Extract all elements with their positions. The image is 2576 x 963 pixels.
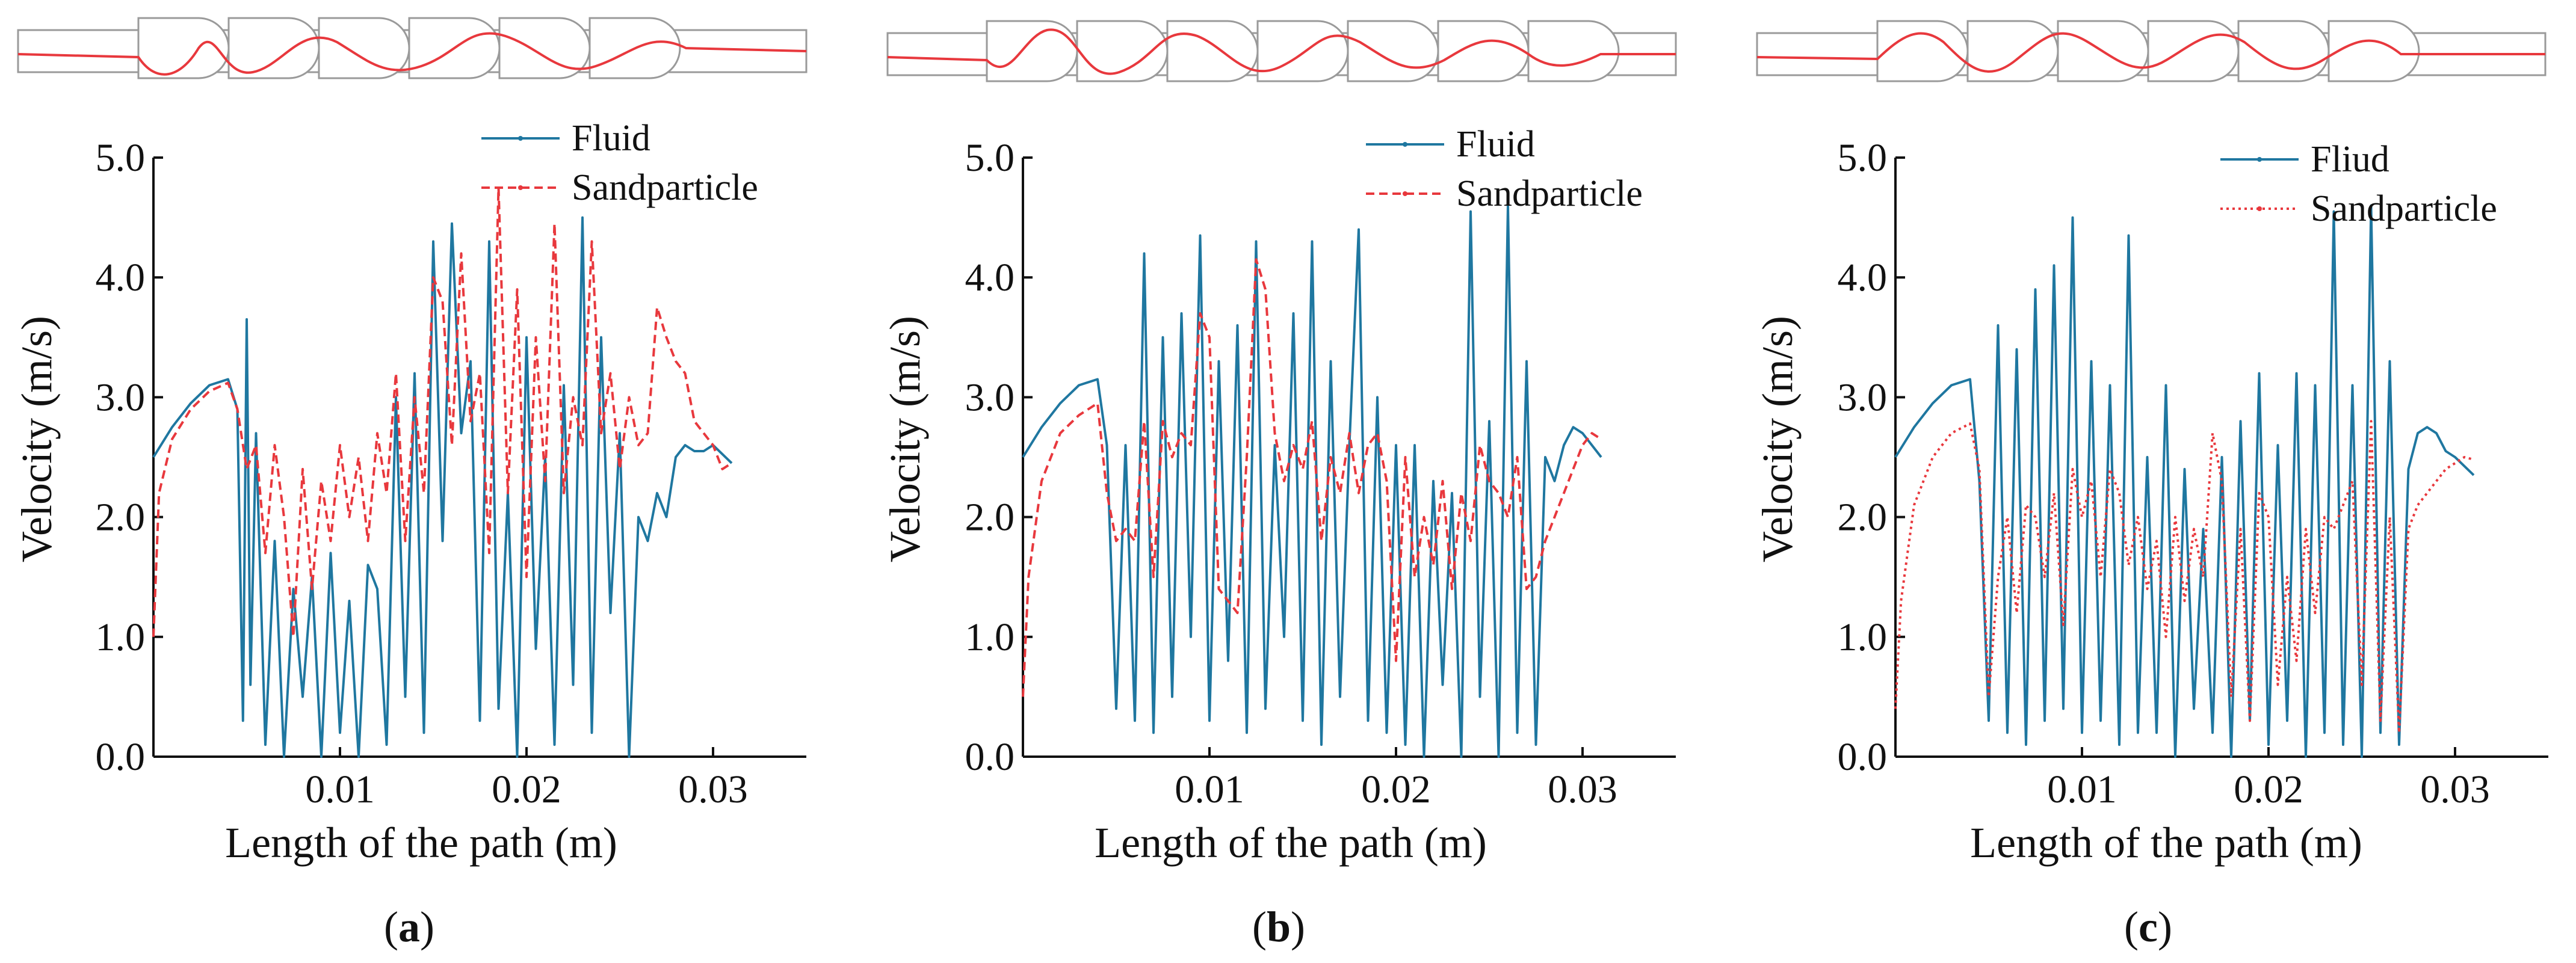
plot-lines: [1894, 204, 2475, 758]
legend-marker: [2257, 157, 2262, 162]
baffle-row: [1876, 20, 2420, 82]
x-ticks: 0.01 0.02 0.03: [305, 747, 748, 811]
x-axis-title: Length of the path (m): [1970, 819, 2362, 867]
series-sandparticle-line: [1894, 420, 2474, 734]
legend: Fliud Sandparticle: [2220, 139, 2497, 229]
y-tick-label: 4.0: [965, 256, 1015, 300]
legend-label: Fluid: [572, 118, 650, 159]
x-ticks: 0.01 0.02 0.03: [2047, 747, 2490, 811]
y-axis-title: Velocity (m/s): [881, 316, 929, 562]
baffle: [1527, 20, 1620, 82]
legend-marker: [2257, 206, 2262, 211]
legend-marker: [1403, 142, 1407, 147]
baffle: [2237, 20, 2330, 82]
baffle-row: [986, 20, 1620, 82]
baffle: [1437, 20, 1530, 82]
legend-label: Sandparticle: [2311, 188, 2497, 229]
x-axis-title: Length of the path (m): [1095, 819, 1487, 867]
series-sandparticle-line: [1022, 258, 1602, 697]
baffle: [227, 17, 320, 79]
x-axis-title: Length of the path (m): [225, 819, 617, 867]
x-tick-label: 0.01: [1175, 768, 1244, 811]
particle-trajectory: [887, 28, 1676, 75]
y-tick-label: 2.0: [965, 496, 1015, 540]
channel-schematic: [17, 17, 808, 79]
y-tick-label: 0.0: [1838, 735, 1888, 779]
x-tick-label: 0.03: [1548, 768, 1617, 811]
y-axis-title: Velocity (m/s): [13, 316, 61, 562]
panel-b: 0.01 0.02 0.03 0.0 1.0 2.0 3.0 4.0 5.0 Fluid San…: [881, 20, 1677, 951]
y-tick-label: 0.0: [96, 735, 146, 779]
y-axis-title: Velocity (m/s): [1753, 316, 1802, 562]
x-tick-label: 0.01: [305, 768, 375, 811]
particle-trajectory: [1756, 32, 2545, 73]
particle-trajectory: [17, 32, 807, 76]
legend: Fluid Sandparticle: [1366, 124, 1643, 214]
panel-letter: a: [398, 903, 420, 951]
x-tick-label: 0.02: [492, 768, 561, 811]
legend-label: Sandparticle: [1456, 173, 1643, 214]
baffle: [1256, 20, 1349, 82]
x-tick-label: 0.02: [1361, 768, 1431, 811]
baffle: [2327, 20, 2420, 82]
panel-label: (c): [2124, 903, 2172, 951]
y-tick-label: 3.0: [96, 375, 146, 419]
y-tick-label: 0.0: [965, 735, 1015, 779]
y-tick-label: 1.0: [1838, 615, 1888, 659]
y-tick-label: 5.0: [1838, 136, 1888, 180]
y-tick-label: 1.0: [965, 615, 1015, 659]
baffle: [137, 17, 230, 79]
y-ticks: 0.0 1.0 2.0 3.0 4.0 5.0: [1838, 136, 1905, 779]
y-ticks: 0.0 1.0 2.0 3.0 4.0 5.0: [96, 136, 163, 779]
x-tick-label: 0.02: [2234, 768, 2303, 811]
panel-letter: b: [1267, 903, 1291, 951]
baffle: [1166, 20, 1259, 82]
x-ticks: 0.01 0.02 0.03: [1175, 747, 1617, 811]
y-tick-label: 3.0: [1838, 375, 1888, 419]
legend-marker: [518, 185, 523, 190]
baffle: [1966, 20, 2059, 82]
panel-c: 0.01 0.02 0.03 0.0 1.0 2.0 3.0 4.0 5.0 Fliud San…: [1753, 20, 2548, 951]
y-tick-label: 4.0: [1838, 256, 1888, 300]
y-tick-label: 1.0: [96, 615, 146, 659]
y-ticks: 0.0 1.0 2.0 3.0 4.0 5.0: [965, 136, 1033, 779]
baffle: [1347, 20, 1439, 82]
panel-label: (b): [1252, 903, 1305, 951]
panel-label: (a): [384, 903, 434, 951]
y-tick-label: 3.0: [965, 375, 1015, 419]
legend: Fluid Sandparticle: [481, 118, 758, 208]
legend-label: Sandparticle: [572, 167, 758, 208]
channel-schematic: [1756, 20, 2547, 82]
plot-lines: [1022, 204, 1602, 758]
legend-marker: [1403, 191, 1407, 196]
y-tick-label: 5.0: [96, 136, 146, 180]
x-tick-label: 0.03: [678, 768, 748, 811]
series-fluid-line: [1894, 204, 2475, 758]
x-tick-label: 0.01: [2047, 768, 2117, 811]
series-sandparticle-line: [152, 186, 733, 638]
series-fluid-line: [152, 216, 733, 758]
y-tick-label: 2.0: [96, 496, 146, 540]
legend-label: Fluid: [1456, 124, 1535, 165]
legend-marker: [518, 136, 523, 141]
x-tick-label: 0.03: [2420, 768, 2490, 811]
y-tick-label: 5.0: [965, 136, 1015, 180]
y-tick-label: 4.0: [96, 256, 146, 300]
legend-label: Fliud: [2311, 139, 2389, 180]
baffle: [986, 20, 1078, 82]
baffle-row: [137, 17, 681, 79]
y-tick-label: 2.0: [1838, 496, 1888, 540]
plot-lines: [152, 186, 733, 758]
channel-schematic: [886, 20, 1677, 82]
baffle: [2147, 20, 2240, 82]
panel-a: 0.01 0.02 0.03 0.0 1.0 2.0 3.0 4.0 5.0 Fluid San…: [13, 17, 808, 951]
panel-letter: c: [2139, 903, 2158, 951]
